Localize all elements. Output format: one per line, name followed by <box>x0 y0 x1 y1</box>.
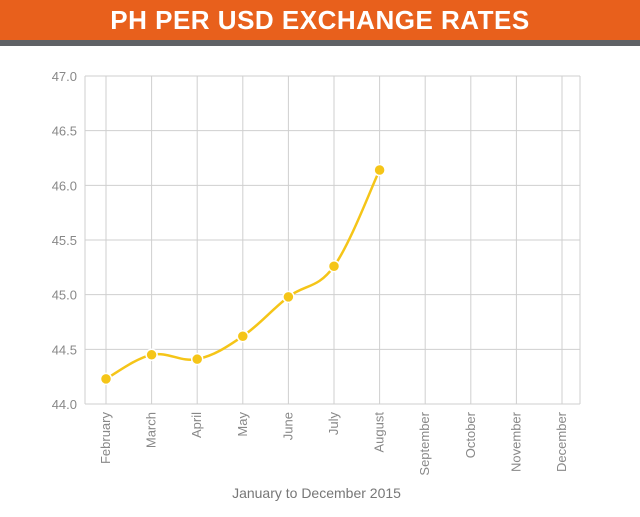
y-tick-label: 47.0 <box>52 69 77 84</box>
data-point <box>236 329 250 343</box>
chart-title-banner: PH PER USD EXCHANGE RATES <box>0 0 640 40</box>
x-tick-label: November <box>508 411 523 472</box>
data-point <box>327 259 341 273</box>
x-tick-label: December <box>554 411 569 472</box>
x-tick-label: September <box>417 411 432 475</box>
y-axis-labels: 47.0 46.5 46.0 45.5 45.0 44.5 44.0 <box>52 69 77 412</box>
data-point <box>190 352 204 366</box>
y-tick-label: 45.5 <box>52 233 77 248</box>
x-tick-label: May <box>235 412 250 437</box>
y-tick-label: 46.0 <box>52 178 77 193</box>
data-point <box>145 348 158 362</box>
x-tick-label: July <box>326 412 341 436</box>
y-tick-label: 46.5 <box>52 124 77 139</box>
data-point <box>373 163 386 177</box>
x-tick-label: February <box>98 412 113 465</box>
data-point <box>99 372 113 386</box>
y-tick-label: 45.0 <box>52 288 77 303</box>
x-axis-labels: February March April May June July August Septe… <box>98 411 569 475</box>
line-chart: 47.0 46.5 46.0 45.5 45.0 44.5 44.0 February Mar… <box>52 69 581 501</box>
y-tick-label: 44.5 <box>52 342 77 357</box>
data-point <box>282 290 295 304</box>
x-tick-label: August <box>372 412 387 453</box>
y-tick-label: 44.0 <box>52 397 77 412</box>
x-tick-label: June <box>280 412 295 440</box>
series-layer <box>99 163 386 386</box>
x-tick-label: March <box>144 412 159 448</box>
banner-divider <box>0 40 640 46</box>
x-tick-label: October <box>463 411 478 458</box>
x-axis-title: January to December 2015 <box>232 485 401 501</box>
x-tick-label: April <box>189 412 204 438</box>
